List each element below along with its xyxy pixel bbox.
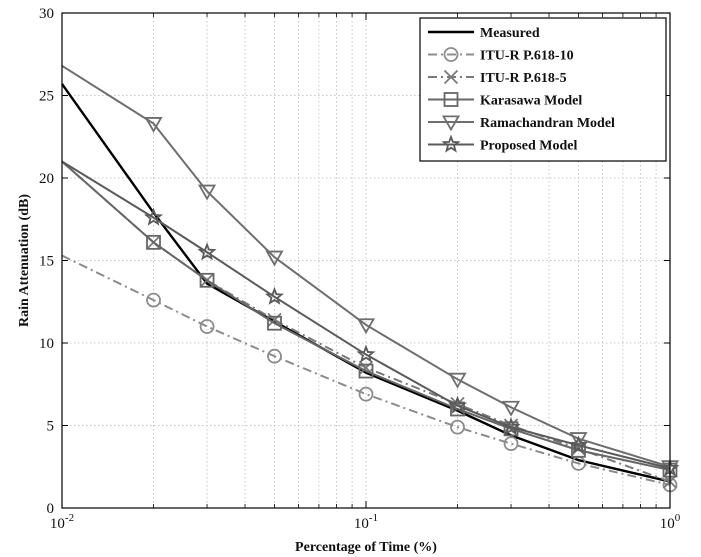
y-tick-label: 15 xyxy=(39,254,54,270)
legend-label: Karasawa Model xyxy=(480,94,582,109)
data-point xyxy=(568,435,589,454)
data-point xyxy=(197,184,217,201)
legend-entry: Proposed Model xyxy=(428,134,577,154)
data-point xyxy=(358,386,374,402)
x-tick-label: 100 xyxy=(660,512,681,532)
y-tick-label: 5 xyxy=(47,419,55,435)
series-line xyxy=(61,160,671,472)
data-point xyxy=(146,292,161,308)
data-point xyxy=(143,207,164,226)
series-line xyxy=(61,83,671,483)
data-point xyxy=(443,92,459,107)
data-point xyxy=(443,69,459,85)
data-point xyxy=(356,318,376,335)
data-point xyxy=(450,419,465,435)
data-point xyxy=(448,372,467,389)
data-point xyxy=(267,315,282,331)
data-point xyxy=(443,47,459,62)
data-point xyxy=(267,312,282,328)
legend-entry: Ramachandran Model xyxy=(428,115,615,132)
series-line xyxy=(61,254,671,486)
data-point xyxy=(199,272,215,288)
x-tick-label: 10-2 xyxy=(50,512,74,532)
y-tick-label: 20 xyxy=(39,171,54,187)
data-point xyxy=(503,436,519,452)
series-line xyxy=(61,64,671,468)
y-axis-label: Rain Attenuation (dB) xyxy=(17,194,32,327)
data-point xyxy=(501,400,521,417)
data-point xyxy=(358,363,374,379)
legend-label: Ramachandran Model xyxy=(480,116,615,131)
data-point xyxy=(569,432,588,449)
legend-entry: Karasawa Model xyxy=(428,92,582,109)
legend-label: Proposed Model xyxy=(480,139,577,154)
data-point xyxy=(356,344,376,363)
y-tick-label: 10 xyxy=(39,336,54,352)
legend: Measured ITU-R P.618-10 ITU-R P.618-5 Karas… xyxy=(419,17,667,162)
y-tick-label: 25 xyxy=(39,89,54,105)
data-point xyxy=(144,117,163,133)
data-point xyxy=(501,417,521,436)
x-tick-label: 10-1 xyxy=(354,512,378,532)
series-0 xyxy=(61,83,671,483)
series-line xyxy=(61,160,671,470)
data-point xyxy=(265,250,284,267)
data-point xyxy=(441,134,461,153)
data-point xyxy=(146,234,161,250)
legend-box xyxy=(419,17,667,162)
axis-ticks: 0 5 10 15 20 25 30 10-2 10-1 100 xyxy=(39,6,681,532)
legend-label: ITU-R P.618-10 xyxy=(480,49,574,64)
data-point xyxy=(197,242,217,261)
data-point xyxy=(571,442,586,458)
series-1 xyxy=(61,254,678,493)
y-tick-label: 30 xyxy=(39,6,54,22)
legend-label: Measured xyxy=(480,26,540,41)
data-point xyxy=(199,319,215,334)
x-axis-label: Percentage of Time (%) xyxy=(295,540,437,555)
data-point xyxy=(267,348,282,364)
data-point xyxy=(264,286,285,305)
series-5 xyxy=(61,160,680,477)
legend-entry: ITU-R P.618-5 xyxy=(428,69,567,86)
data-point xyxy=(441,115,461,132)
series-layer xyxy=(61,64,680,493)
y-tick-label: 0 xyxy=(47,501,55,517)
legend-entry: Measured xyxy=(428,26,540,41)
legend-entry: ITU-R P.618-10 xyxy=(428,47,574,64)
legend-label: ITU-R P.618-5 xyxy=(480,71,567,86)
data-point xyxy=(447,395,468,414)
grid-lines xyxy=(62,13,670,508)
